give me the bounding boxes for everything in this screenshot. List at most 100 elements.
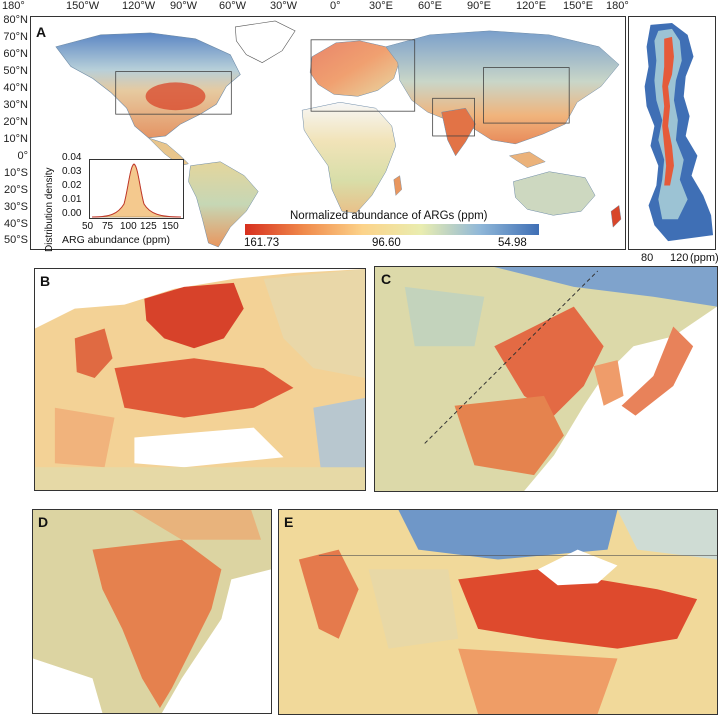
- east-asia-map-canvas: [375, 267, 717, 491]
- latitude-profile-core: [662, 36, 674, 186]
- interior-west-region: [368, 569, 459, 649]
- lon-label-120e: 120°E: [516, 0, 547, 12]
- legend-min-value: 54.98: [498, 237, 527, 249]
- panel-a-label: A: [36, 24, 47, 40]
- lon-label-150e: 150°E: [563, 0, 594, 12]
- panel-d-label: D: [38, 514, 49, 530]
- histogram-bars: [91, 163, 182, 218]
- north-china-region: [494, 306, 604, 416]
- legend-mid-value: 96.60: [372, 237, 401, 249]
- mongolia-region: [404, 286, 485, 347]
- southeast-asia-islands: [508, 151, 546, 168]
- hu-line-dashed: [424, 270, 599, 444]
- arabian-sea: [33, 658, 103, 713]
- great-lakes: [537, 549, 618, 586]
- histogram-density-curve: [91, 163, 182, 218]
- india-shape: [441, 107, 476, 157]
- histogram-xtick-4: 150: [162, 221, 179, 232]
- profile-xtick-120: 120: [670, 252, 689, 264]
- northern-cold-region: [494, 267, 717, 307]
- lat-label-60n: 60°N: [3, 48, 28, 60]
- histogram-xtick-1: 75: [102, 221, 114, 232]
- histogram-ylabel: Distribution density: [44, 167, 55, 252]
- north-america-hotspot: [145, 82, 206, 111]
- lon-label-60e: 60°E: [418, 0, 442, 12]
- region-box-c: [483, 67, 570, 124]
- histogram-ytick-3: 0.01: [62, 194, 82, 205]
- central-europe-region: [114, 358, 294, 418]
- global-map-canvas: [55, 20, 622, 248]
- madagascar-shape: [393, 175, 402, 196]
- lat-label-50s: 50°S: [4, 234, 28, 246]
- panel-e-label: E: [284, 514, 294, 530]
- lon-label-90w: 90°W: [170, 0, 198, 12]
- legend-colorbar: [245, 224, 539, 235]
- eastern-europe-region: [263, 269, 365, 379]
- africa-shape: [301, 102, 397, 214]
- latitude-profile-middle: [654, 28, 688, 220]
- region-box-d: [432, 97, 475, 137]
- lat-label-10s: 10°S: [4, 167, 28, 179]
- north-america-map-canvas: [279, 510, 717, 714]
- profile-xtick-80: 80: [641, 252, 654, 264]
- histogram-ytick-0: 0.04: [62, 152, 82, 163]
- north-america-shape: [55, 32, 241, 139]
- histogram-plot: [91, 163, 182, 218]
- lat-label-20s: 20°S: [4, 184, 28, 196]
- legend-max-value: 161.73: [244, 237, 280, 249]
- central-america-shape: [148, 137, 189, 166]
- india-map-canvas: [33, 510, 271, 713]
- lat-label-70n: 70°N: [3, 31, 28, 43]
- lon-label-30w: 30°W: [270, 0, 298, 12]
- lon-label-60w: 60°W: [219, 0, 247, 12]
- mediterranean-sea: [134, 427, 284, 468]
- southern-us-region: [458, 648, 618, 714]
- lat-label-0: 0°: [17, 150, 28, 162]
- histogram-inset: [89, 159, 184, 219]
- histogram-xlabel: ARG abundance (ppm): [62, 234, 170, 246]
- south-china-region: [454, 395, 564, 476]
- lon-label-90e: 90°E: [467, 0, 491, 12]
- legend-title: Normalized abundance of ARGs (ppm): [290, 210, 488, 222]
- panel-c-east-asia-map: [374, 266, 718, 492]
- japan-region: [621, 326, 694, 416]
- lat-label-20n: 20°N: [3, 116, 28, 128]
- himalaya-region: [132, 510, 262, 540]
- europe-map-canvas: [35, 269, 365, 490]
- eastern-canada-region: [617, 510, 717, 560]
- lat-label-40n: 40°N: [3, 82, 28, 94]
- panel-c-label: C: [381, 271, 392, 287]
- lon-label-120w: 120°W: [122, 0, 156, 12]
- lat-label-50n: 50°N: [3, 65, 28, 77]
- histogram-xtick-0: 50: [82, 221, 94, 232]
- histogram-xtick-3: 125: [140, 221, 157, 232]
- lat-label-30n: 30°N: [3, 99, 28, 111]
- asia-shape: [385, 30, 620, 145]
- pacific-coast-region: [298, 549, 359, 639]
- caspian-region: [313, 397, 365, 490]
- new-zealand-shape: [610, 205, 622, 228]
- greenland-shape: [234, 20, 296, 63]
- histogram-xtick-2: 100: [120, 221, 137, 232]
- histogram-ytick-2: 0.02: [62, 180, 82, 191]
- region-box-e: [115, 71, 232, 115]
- lon-label-150w: 150°W: [66, 0, 100, 12]
- latitude-profile-plot: [644, 22, 714, 242]
- canada-cold-region: [398, 510, 618, 560]
- panel-a-global-map: [30, 16, 626, 250]
- lat-label-10n: 10°N: [3, 133, 28, 145]
- lat-label-40s: 40°S: [4, 218, 28, 230]
- korea-region: [593, 360, 624, 406]
- panel-b-label: B: [40, 273, 51, 289]
- india-subcontinent: [92, 539, 222, 709]
- panel-e-north-america-map: [278, 509, 718, 715]
- lon-label-180w: 180°: [2, 0, 25, 12]
- australia-shape: [513, 171, 596, 216]
- scandinavia-region: [144, 282, 244, 349]
- profile-xunit: (ppm): [690, 252, 719, 264]
- lon-label-0: 0°: [330, 0, 341, 12]
- iberia-region: [54, 407, 115, 468]
- lon-label-180e: 180°: [606, 0, 629, 12]
- south-america-shape: [188, 161, 259, 248]
- lat-label-80n: 80°N: [3, 14, 28, 26]
